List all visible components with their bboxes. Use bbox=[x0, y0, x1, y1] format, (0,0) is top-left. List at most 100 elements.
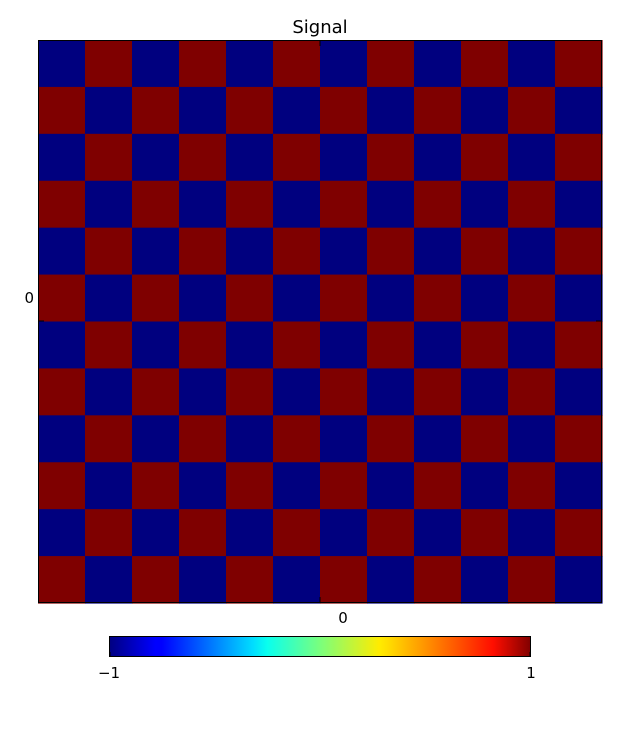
heatmap-cell bbox=[320, 180, 368, 229]
heatmap-cell bbox=[461, 133, 509, 182]
heatmap-cell bbox=[461, 40, 509, 88]
heatmap-cell bbox=[367, 86, 415, 135]
heatmap-cell bbox=[555, 180, 603, 229]
colorbar-max-label: 1 bbox=[526, 664, 536, 682]
heatmap-cell bbox=[320, 133, 368, 182]
heatmap-cell bbox=[132, 509, 180, 557]
heatmap-cell bbox=[414, 40, 462, 88]
heatmap-cell bbox=[367, 180, 415, 229]
heatmap-cell bbox=[461, 415, 509, 463]
colorbar: −1 1 bbox=[98, 636, 536, 682]
heatmap-cell bbox=[38, 227, 86, 276]
heatmap-cell bbox=[132, 462, 180, 510]
heatmap-cell bbox=[367, 274, 415, 323]
heatmap-cell bbox=[555, 274, 603, 323]
heatmap-cell bbox=[414, 509, 462, 557]
heatmap-cell bbox=[179, 415, 227, 463]
heatmap-cell bbox=[414, 321, 462, 370]
x-axis: 0 bbox=[319, 40, 348, 627]
heatmap-cell bbox=[555, 415, 603, 463]
heatmap-cell bbox=[320, 321, 368, 370]
heatmap-cell bbox=[555, 86, 603, 135]
heatmap-cell bbox=[273, 274, 321, 323]
heatmap-cell bbox=[555, 40, 603, 88]
heatmap-cell bbox=[132, 133, 180, 182]
heatmap-cell bbox=[414, 227, 462, 276]
heatmap-cell bbox=[414, 274, 462, 323]
heatmap-cell bbox=[226, 274, 274, 323]
heatmap-cell bbox=[508, 86, 556, 135]
heatmap-cell bbox=[226, 227, 274, 276]
heatmap-cell bbox=[273, 40, 321, 88]
heatmap-cell bbox=[132, 227, 180, 276]
heatmap-cell bbox=[367, 462, 415, 510]
heatmap-cell bbox=[367, 227, 415, 276]
heatmap-cell bbox=[85, 509, 133, 557]
heatmap-cell bbox=[414, 556, 462, 604]
heatmap-cell bbox=[508, 556, 556, 604]
heatmap-cell bbox=[85, 462, 133, 510]
heatmap-cell bbox=[179, 462, 227, 510]
heatmap-cell bbox=[226, 86, 274, 135]
heatmap-cell bbox=[132, 40, 180, 88]
heatmap-cell bbox=[508, 368, 556, 416]
heatmap-cell bbox=[508, 133, 556, 182]
heatmap-cell bbox=[555, 509, 603, 557]
heatmap-cell bbox=[179, 321, 227, 370]
heatmap-cell bbox=[38, 556, 86, 604]
heatmap-cell bbox=[367, 509, 415, 557]
heatmap-cell bbox=[226, 40, 274, 88]
heatmap-cell bbox=[320, 274, 368, 323]
heatmap-cell bbox=[555, 556, 603, 604]
heatmap-cell bbox=[179, 509, 227, 557]
heatmap-cells bbox=[38, 40, 603, 604]
heatmap-cell bbox=[179, 227, 227, 276]
heatmap-cell bbox=[179, 274, 227, 323]
heatmap-cell bbox=[555, 368, 603, 416]
heatmap-cell bbox=[320, 509, 368, 557]
heatmap-cell bbox=[320, 462, 368, 510]
heatmap-cell bbox=[38, 462, 86, 510]
heatmap-cell bbox=[273, 227, 321, 276]
heatmap-cell bbox=[414, 368, 462, 416]
heatmap-cell bbox=[179, 368, 227, 416]
heatmap-cell bbox=[414, 180, 462, 229]
heatmap-cell bbox=[555, 321, 603, 370]
heatmap-cell bbox=[273, 86, 321, 135]
heatmap-cell bbox=[414, 133, 462, 182]
heatmap-cell bbox=[179, 556, 227, 604]
heatmap-cell bbox=[273, 321, 321, 370]
heatmap-cell bbox=[132, 321, 180, 370]
heatmap-cell bbox=[226, 180, 274, 229]
heatmap-cell bbox=[367, 415, 415, 463]
heatmap-cell bbox=[508, 40, 556, 88]
heatmap-cell bbox=[226, 321, 274, 370]
heatmap-cell bbox=[179, 133, 227, 182]
heatmap-cell bbox=[132, 86, 180, 135]
heatmap-cell bbox=[38, 509, 86, 557]
heatmap-cell bbox=[85, 86, 133, 135]
heatmap-cell bbox=[320, 368, 368, 416]
heatmap-cell bbox=[273, 368, 321, 416]
heatmap-cell bbox=[85, 368, 133, 416]
heatmap-cell bbox=[461, 180, 509, 229]
heatmap-cell bbox=[461, 368, 509, 416]
heatmap-cell bbox=[38, 180, 86, 229]
heatmap-cell bbox=[367, 556, 415, 604]
heatmap-cell bbox=[85, 321, 133, 370]
heatmap-cell bbox=[461, 274, 509, 323]
heatmap-cell bbox=[38, 415, 86, 463]
heatmap-cell bbox=[273, 556, 321, 604]
heatmap-cell bbox=[555, 462, 603, 510]
heatmap-cell bbox=[38, 274, 86, 323]
heatmap-cell bbox=[320, 556, 368, 604]
chart-title: Signal bbox=[292, 17, 347, 38]
heatmap-cell bbox=[226, 368, 274, 416]
heatmap-cell bbox=[367, 368, 415, 416]
heatmap-cell bbox=[273, 415, 321, 463]
colorbar-frame bbox=[109, 636, 531, 657]
heatmap-cell bbox=[320, 86, 368, 135]
colorbar-min-label: −1 bbox=[98, 664, 120, 682]
heatmap-cell bbox=[273, 462, 321, 510]
